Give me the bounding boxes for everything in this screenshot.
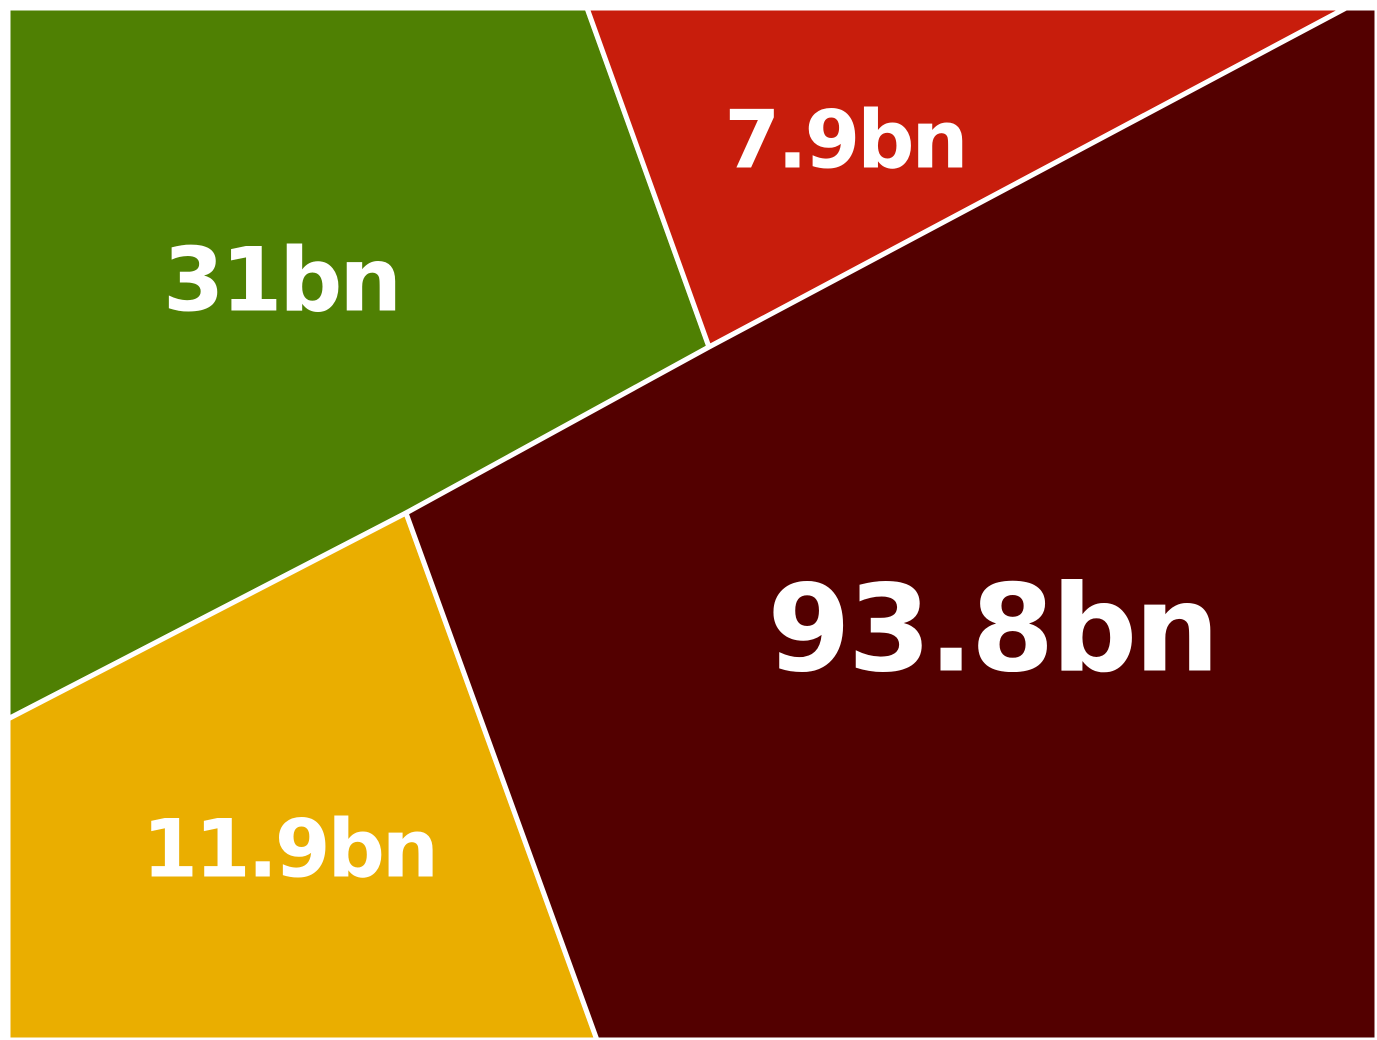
segment-11-9bn: [5, 509, 600, 1040]
label-93-8bn: 93.8bn: [767, 561, 1216, 700]
segment-93-8bn: [402, 5, 1377, 1040]
label-7-9bn: 7.9bn: [725, 94, 966, 187]
label-11-9bn: 11.9bn: [142, 803, 436, 896]
label-31bn: 31bn: [163, 229, 399, 332]
